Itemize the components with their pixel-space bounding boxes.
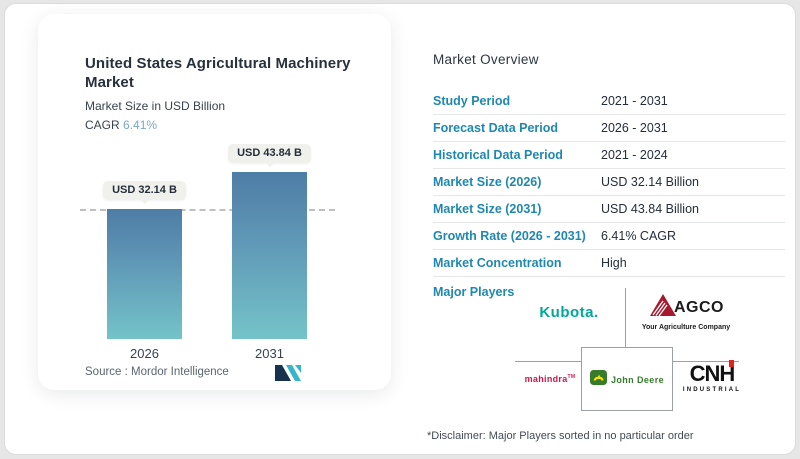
connector-left-line <box>515 361 581 362</box>
badge-pointer <box>140 200 149 204</box>
table-row: Historical Data Period 2021 - 2024 <box>433 142 785 169</box>
source-label: Source : <box>85 366 128 378</box>
row-value: 2021 - 2031 <box>601 94 668 108</box>
overview-table: Study Period 2021 - 2031 Forecast Data P… <box>433 88 785 277</box>
cnh-industrial-text: INDUSTRIAL <box>682 387 742 393</box>
disclaimer-text: *Disclaimer: Major Players sorted in no … <box>427 430 694 442</box>
table-row: Market Size (2031) USD 43.84 Billion <box>433 196 785 223</box>
row-label: Growth Rate (2026 - 2031) <box>433 229 586 243</box>
row-label: Historical Data Period <box>433 148 563 162</box>
connector-right-line <box>673 361 739 362</box>
table-row: Market Size (2026) USD 32.14 Billion <box>433 169 785 196</box>
bar-2031 <box>232 172 307 339</box>
chart-panel: United States Agricultural Machinery Mar… <box>38 14 391 390</box>
bar-value-badge-2026: USD 32.14 B <box>103 181 186 204</box>
table-row: Market Concentration High <box>433 250 785 277</box>
row-value: 2026 - 2031 <box>601 121 668 135</box>
row-value: USD 43.84 Billion <box>601 202 699 216</box>
source-value: Mordor Intelligence <box>131 366 229 378</box>
row-label: Market Size (2026) <box>433 175 542 189</box>
overview-title: Market Overview <box>433 52 539 67</box>
x-axis-label-2031: 2031 <box>255 346 284 361</box>
row-value: 2021 - 2024 <box>601 148 668 162</box>
bar-2026 <box>107 209 182 339</box>
bar-value-text: USD 32.14 B <box>112 184 177 196</box>
chart-title: United States Agricultural Machinery Mar… <box>85 55 351 92</box>
chart-subtitle: Market Size in USD Billion <box>85 99 226 114</box>
reference-dashed-line <box>80 209 335 211</box>
row-value: 6.41% CAGR <box>601 229 677 243</box>
agco-tagline: Your Agriculture Company <box>641 324 731 331</box>
mahindra-wordmark: mahindra <box>524 374 568 384</box>
row-label: Study Period <box>433 94 511 108</box>
major-players-label: Major Players <box>433 285 515 299</box>
agco-logo: AGCO Your Agriculture Company <box>631 292 741 331</box>
john-deere-wordmark: John Deere <box>610 375 665 385</box>
chart-cagr-line: CAGR 6.41% <box>85 118 370 132</box>
john-deere-logo: John Deere <box>581 370 673 390</box>
row-label: Forecast Data Period <box>433 121 559 135</box>
cagr-value: 6.41% <box>123 118 158 133</box>
cnh-red-accent <box>729 360 735 367</box>
chart-header: United States Agricultural Machinery Mar… <box>85 54 370 132</box>
bar-group-2031: USD 43.84 B 2031 <box>228 144 311 361</box>
mahindra-logo: mahindraTM <box>519 374 581 384</box>
report-card: United States Agricultural Machinery Mar… <box>4 3 796 455</box>
row-value: High <box>601 256 627 270</box>
bar-chart: USD 32.14 B 2026 USD 43.84 B 2031 <box>38 144 391 361</box>
bar-value-badge-2031: USD 43.84 B <box>228 144 311 167</box>
cnh-wordmark: CNH <box>689 360 735 386</box>
cagr-label: CAGR <box>85 118 120 133</box>
mahindra-tm: TM <box>567 374 576 380</box>
connector-vertical-line <box>625 288 626 347</box>
cnh-logo: CNH INDUSTRIAL <box>677 360 747 393</box>
mordor-intelligence-logo-icon <box>275 365 301 386</box>
source-line: Source : Mordor Intelligence <box>85 366 345 378</box>
bar-group-2026: USD 32.14 B 2026 <box>103 144 186 361</box>
row-label: Market Size (2031) <box>433 202 542 216</box>
table-row: Forecast Data Period 2026 - 2031 <box>433 115 785 142</box>
row-label: Market Concentration <box>433 256 562 270</box>
bar-value-text: USD 43.84 B <box>237 147 302 159</box>
agco-wordmark: AGCO <box>674 298 724 316</box>
table-row: Study Period 2021 - 2031 <box>433 88 785 115</box>
kubota-logo: Kubota. <box>539 304 599 321</box>
row-value: USD 32.14 Billion <box>601 175 699 189</box>
x-axis-label-2026: 2026 <box>130 346 159 361</box>
agco-triangle-icon <box>648 292 678 323</box>
badge-pointer <box>265 163 274 167</box>
major-players-diagram: Kubota. AGCO Your Agriculture Company <box>415 282 797 416</box>
market-overview-panel: Market Overview Study Period 2021 - 2031… <box>415 4 797 459</box>
table-row: Growth Rate (2026 - 2031) 6.41% CAGR <box>433 223 785 250</box>
john-deere-deer-icon <box>589 370 607 390</box>
